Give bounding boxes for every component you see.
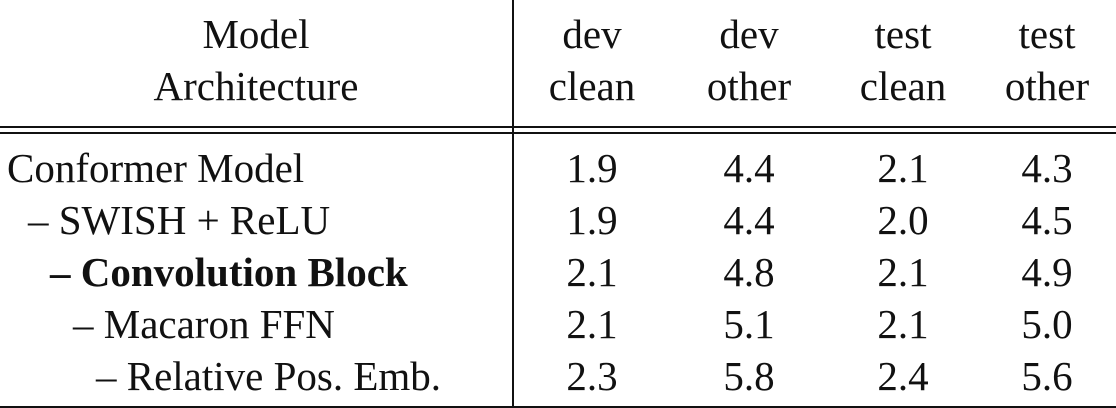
header-row: Model Architecture dev clean dev other t… [0,0,1116,128]
table-row: – Convolution Block 2.1 4.8 2.1 4.9 [0,246,1116,298]
table-row: Conformer Model 1.9 4.4 2.1 4.3 [0,132,1116,194]
row-model-name: – SWISH + ReLU [0,194,514,246]
cell-dev-clean: 1.9 [513,132,670,194]
header-line-2: clean [859,63,947,109]
cell-test-other: 5.0 [1021,301,1073,347]
header-line-2: other [1004,63,1090,109]
header-line-1: test [874,11,932,57]
cell-dev-other: 4.4 [723,197,775,243]
cell-test-other: 5.6 [978,350,1116,408]
table-row: – SWISH + ReLU 1.9 4.4 2.0 4.5 [0,194,1116,246]
cell-dev-other: 5.8 [670,350,828,408]
cell-dev-clean: 2.1 [566,301,618,347]
header-line-1: dev [719,11,779,57]
header-line-2: other [706,63,792,109]
header-dev-clean: dev clean [513,0,670,128]
cell-dev-clean: 2.1 [566,249,618,295]
cell-test-other: 4.3 [978,132,1116,194]
header-line-1: dev [562,11,622,57]
cell-test-clean: 2.1 [828,132,978,194]
header-double-rule-gap [0,127,1116,133]
header-test-other: test other [978,0,1116,128]
row-model-name: Conformer Model [0,132,514,194]
header-line-1: Model [202,11,310,57]
cell-test-other: 4.9 [1021,249,1073,295]
cell-test-other: 4.5 [1021,197,1073,243]
header-line-1: test [1018,11,1076,57]
cell-test-clean: 2.4 [828,350,978,408]
table-row: – Relative Pos. Emb. 2.3 5.8 2.4 5.6 [0,350,1116,408]
header-line-2: Architecture [153,63,359,109]
cell-dev-other: 4.8 [723,249,775,295]
header-model-architecture: Model Architecture [0,0,514,128]
header-dev-other: dev other [670,0,828,128]
header-test-clean: test clean [828,0,978,128]
row-model-name: – Relative Pos. Emb. [0,350,514,408]
row-model-name: – Macaron FFN [0,298,514,350]
row-model-name: – Convolution Block [0,246,514,298]
cell-dev-other: 4.4 [670,132,828,194]
cell-dev-clean: 1.9 [566,197,618,243]
cell-test-clean: 2.1 [877,301,929,347]
header-line-2: clean [548,63,636,109]
cell-dev-other: 5.1 [723,301,775,347]
cell-dev-clean: 2.3 [513,350,670,408]
table-row: – Macaron FFN 2.1 5.1 2.1 5.0 [0,298,1116,350]
cell-test-clean: 2.1 [877,249,929,295]
cell-test-clean: 2.0 [877,197,929,243]
